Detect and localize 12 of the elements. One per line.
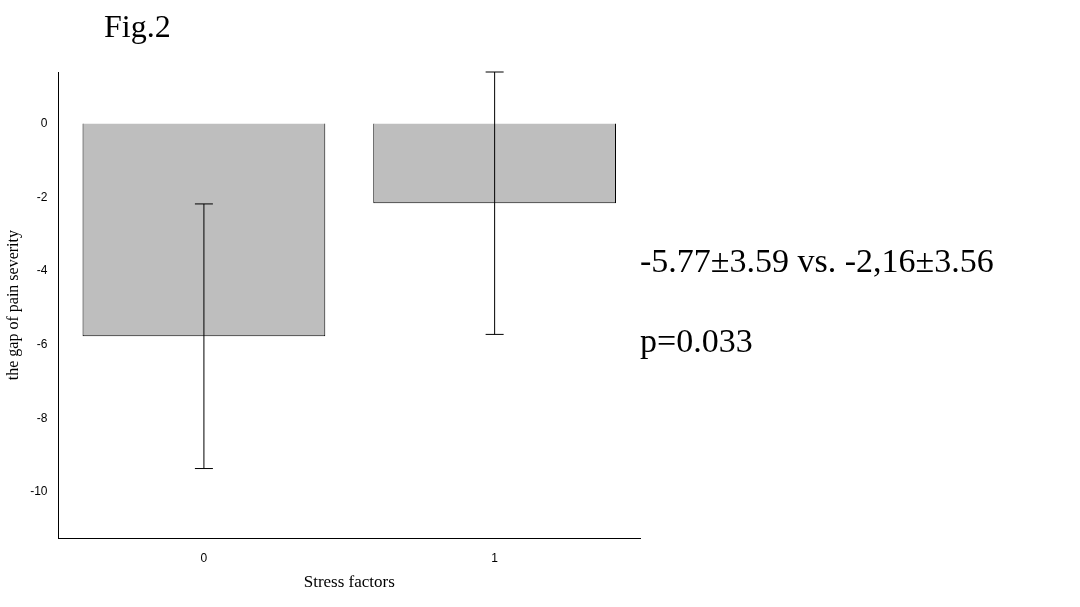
x-tick-label: 1 [491, 550, 499, 565]
x-axis-title: Stress factors [303, 572, 395, 592]
y-tick-label: -6 [36, 337, 48, 352]
annotation: -5.77±3.59 vs. -2,16±3.56 [640, 242, 994, 280]
annotation: p=0.033 [640, 322, 753, 360]
y-axis-title: the gap of pain severity [3, 230, 22, 381]
y-tick-label: -8 [36, 410, 48, 425]
y-tick-label: -10 [30, 484, 48, 499]
chart-title: Fig.2 [104, 8, 171, 45]
y-tick-label: -2 [36, 189, 48, 204]
y-tick-label: 0 [40, 115, 48, 130]
y-tick-label: -4 [36, 263, 48, 278]
